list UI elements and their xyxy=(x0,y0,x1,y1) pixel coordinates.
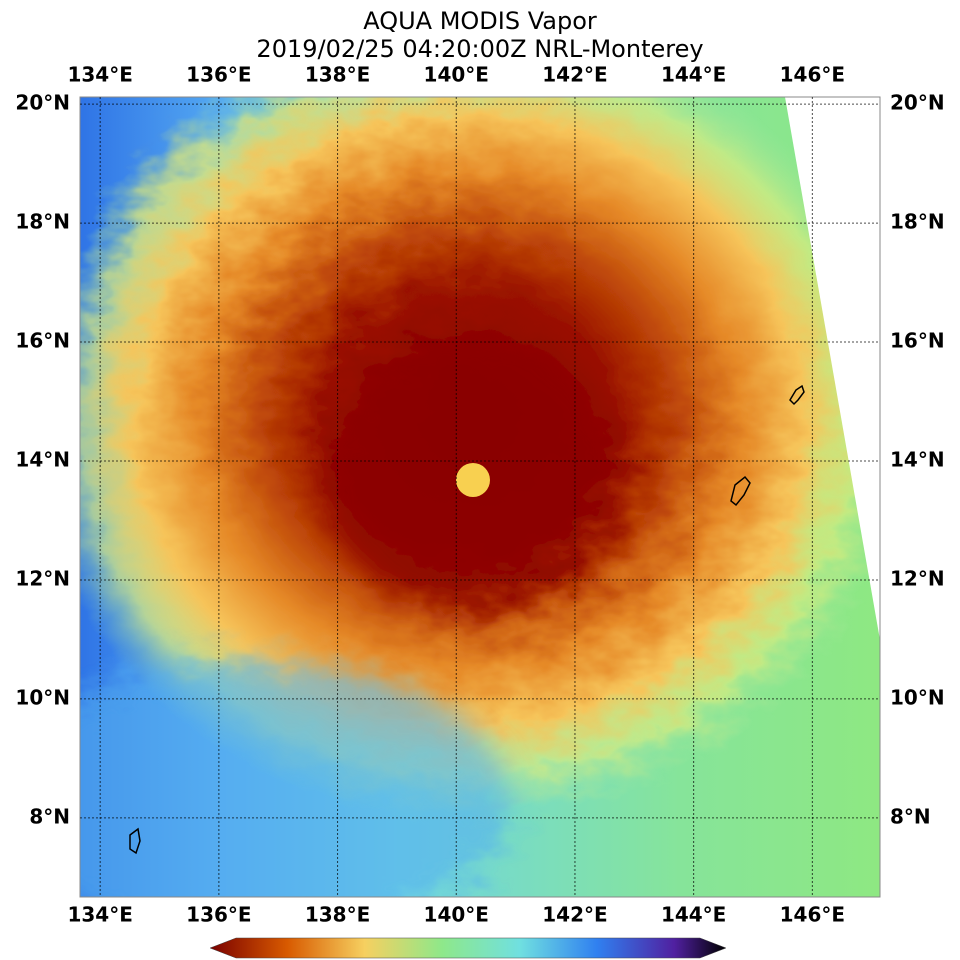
lat-label: 16°N xyxy=(15,329,70,353)
lon-label: 140°E xyxy=(424,63,489,87)
lon-label: 136°E xyxy=(186,63,251,87)
lat-label: 18°N xyxy=(890,210,945,234)
lat-label: 16°N xyxy=(890,329,945,353)
lat-label: 10°N xyxy=(890,685,945,709)
lat-label: 20°N xyxy=(890,91,945,115)
title: AQUA MODIS Vapor xyxy=(363,7,597,35)
lon-label: 134°E xyxy=(67,63,132,87)
lon-label: 142°E xyxy=(542,63,607,87)
lon-label: 146°E xyxy=(780,63,845,87)
lon-label: 146°E xyxy=(780,903,845,927)
lat-label: 12°N xyxy=(890,566,945,590)
map-frame xyxy=(79,96,881,898)
eye xyxy=(456,463,490,497)
lon-label: 140°E xyxy=(424,903,489,927)
lon-label: 144°E xyxy=(661,63,726,87)
lon-label: 136°E xyxy=(186,903,251,927)
lat-label: 18°N xyxy=(15,210,70,234)
colorbar xyxy=(209,937,727,959)
imagery xyxy=(80,97,880,897)
lon-label: 134°E xyxy=(67,903,132,927)
lat-label: 8°N xyxy=(29,804,70,828)
lon-label: 144°E xyxy=(661,903,726,927)
lat-label: 20°N xyxy=(15,91,70,115)
lat-label: 14°N xyxy=(890,448,945,472)
lat-label: 8°N xyxy=(890,804,931,828)
coastline xyxy=(129,384,805,855)
subtitle: 2019/02/25 04:20:00Z NRL-Monterey xyxy=(256,35,703,63)
lon-label: 138°E xyxy=(305,903,370,927)
lon-label: 138°E xyxy=(305,63,370,87)
lat-label: 10°N xyxy=(15,685,70,709)
lon-label: 142°E xyxy=(542,903,607,927)
lat-label: 14°N xyxy=(15,448,70,472)
lat-label: 12°N xyxy=(15,566,70,590)
